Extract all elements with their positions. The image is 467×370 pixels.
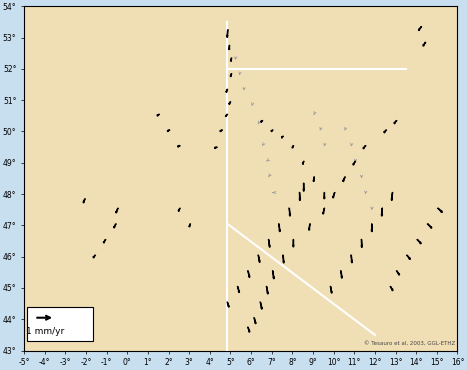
FancyArrow shape xyxy=(227,302,229,307)
FancyArrow shape xyxy=(254,317,256,324)
FancyArrow shape xyxy=(333,192,335,198)
FancyArrow shape xyxy=(427,223,432,228)
FancyArrow shape xyxy=(293,239,294,247)
FancyArrow shape xyxy=(226,114,227,117)
FancyArrow shape xyxy=(230,74,232,77)
FancyArrow shape xyxy=(220,130,222,132)
FancyArrow shape xyxy=(258,255,260,263)
FancyArrow shape xyxy=(390,286,393,291)
FancyArrow shape xyxy=(343,177,345,182)
FancyArrow shape xyxy=(226,30,228,37)
FancyArrow shape xyxy=(313,177,314,182)
FancyArrow shape xyxy=(261,120,262,122)
FancyArrow shape xyxy=(260,302,262,309)
FancyArrow shape xyxy=(83,199,85,203)
FancyArrow shape xyxy=(282,136,283,138)
FancyArrow shape xyxy=(363,145,366,149)
FancyArrow shape xyxy=(351,255,353,263)
FancyArrow shape xyxy=(292,145,294,148)
FancyArrow shape xyxy=(93,255,95,258)
FancyArrow shape xyxy=(289,208,290,216)
FancyArrow shape xyxy=(178,145,180,147)
FancyArrow shape xyxy=(226,89,227,92)
FancyArrow shape xyxy=(309,224,310,231)
Bar xyxy=(27,307,93,341)
FancyArrow shape xyxy=(330,286,332,293)
FancyArrow shape xyxy=(271,130,273,132)
FancyArrow shape xyxy=(323,208,325,214)
FancyArrow shape xyxy=(303,161,304,164)
FancyArrow shape xyxy=(341,271,342,278)
FancyArrow shape xyxy=(283,255,284,263)
FancyArrow shape xyxy=(178,208,180,211)
FancyArrow shape xyxy=(266,286,268,294)
FancyArrow shape xyxy=(381,208,382,216)
FancyArrow shape xyxy=(423,42,425,46)
FancyArrow shape xyxy=(396,270,400,275)
FancyArrow shape xyxy=(324,192,325,199)
FancyArrow shape xyxy=(215,147,217,149)
FancyArrow shape xyxy=(116,208,118,213)
FancyArrow shape xyxy=(353,161,355,165)
FancyArrow shape xyxy=(394,120,396,124)
FancyArrow shape xyxy=(384,130,386,133)
FancyArrow shape xyxy=(361,239,362,248)
FancyArrow shape xyxy=(303,183,304,191)
FancyArrow shape xyxy=(438,208,442,212)
FancyArrow shape xyxy=(189,224,191,227)
FancyArrow shape xyxy=(391,192,393,201)
FancyArrow shape xyxy=(104,239,106,243)
FancyArrow shape xyxy=(229,46,230,50)
FancyArrow shape xyxy=(273,271,274,279)
FancyArrow shape xyxy=(418,26,421,30)
FancyArrow shape xyxy=(248,271,250,278)
FancyArrow shape xyxy=(230,58,232,61)
Polygon shape xyxy=(24,6,458,351)
FancyArrow shape xyxy=(168,130,170,132)
FancyArrow shape xyxy=(371,224,373,232)
FancyArrow shape xyxy=(299,192,300,201)
FancyArrow shape xyxy=(269,239,270,248)
FancyArrow shape xyxy=(279,224,280,232)
Text: 1 mm/yr: 1 mm/yr xyxy=(26,327,64,336)
FancyArrow shape xyxy=(157,114,159,116)
FancyArrow shape xyxy=(238,286,240,293)
Text: © Tesauro et al, 2003, GGL-ETHZ: © Tesauro et al, 2003, GGL-ETHZ xyxy=(364,341,455,346)
FancyArrow shape xyxy=(114,224,116,228)
FancyArrow shape xyxy=(248,327,250,332)
FancyArrow shape xyxy=(407,255,410,259)
FancyArrow shape xyxy=(229,102,231,104)
FancyArrow shape xyxy=(417,239,421,244)
